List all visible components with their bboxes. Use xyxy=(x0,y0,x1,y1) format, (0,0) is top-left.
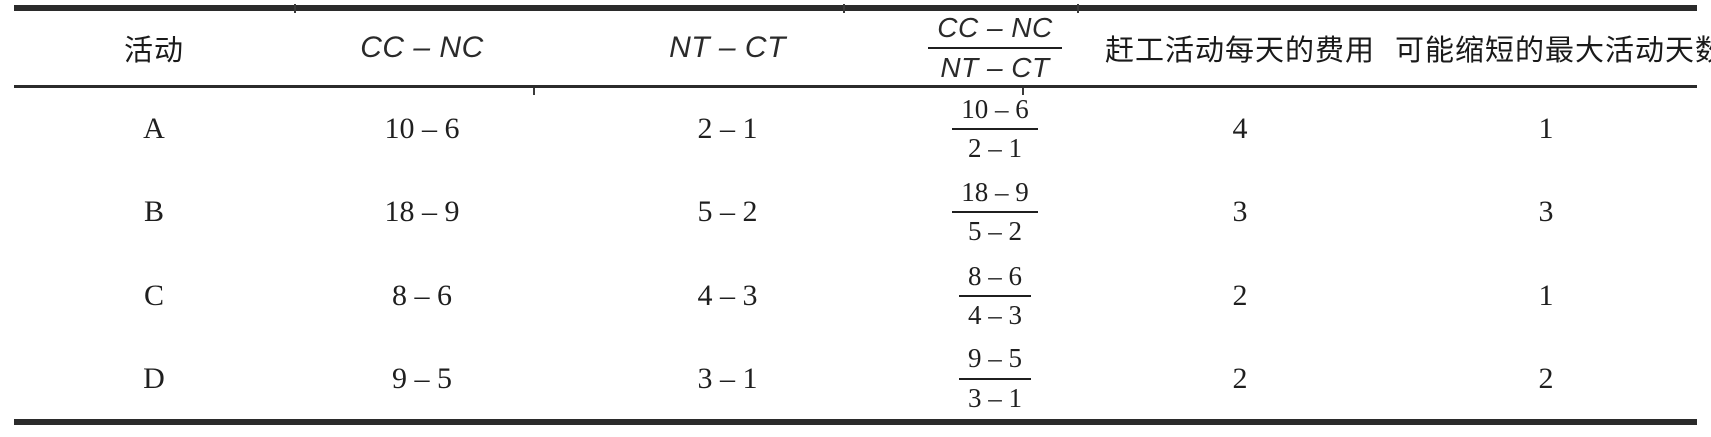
cell-crash-cost: 2 xyxy=(1232,361,1248,395)
rule-seam xyxy=(1022,88,1024,95)
rule-seam xyxy=(294,4,296,13)
cell-cc-nc: 8 – 6 xyxy=(392,279,452,312)
cell-crash-cost: 3 xyxy=(1232,195,1248,228)
fraction: 8 – 6 4 – 3 xyxy=(959,261,1031,331)
cell-nt-ct: 2 – 1 xyxy=(697,111,758,145)
cell-cc-nc: 9 – 5 xyxy=(392,361,452,395)
cell-ratio: 8 – 6 4 – 3 xyxy=(905,254,1085,338)
cell-nt-ct: 4 – 3 xyxy=(697,279,758,312)
cell-crash-cost: 4 xyxy=(1232,111,1248,145)
cell-activity: D xyxy=(143,361,165,395)
fraction-numerator: 10 – 6 xyxy=(961,93,1029,124)
cell-activity: B xyxy=(143,195,164,228)
table-row-activity-b: B 18 – 9 5 – 2 18 – 9 5 – 2 3 3 xyxy=(14,170,1697,254)
header-row: 活动 CC – NC NT – CT CC – NC NT – CT 赶工活动每… xyxy=(14,8,1711,86)
cell-max-days: 3 xyxy=(1538,195,1554,228)
fraction-denominator: 4 – 3 xyxy=(959,295,1031,331)
header-cc-minus-nc: CC – NC xyxy=(360,30,484,64)
fraction: CC – NC NT – CT xyxy=(928,12,1062,84)
cell-max-days: 2 xyxy=(1538,361,1554,395)
cell-nt-ct: 5 – 2 xyxy=(697,195,758,228)
fraction-numerator: 8 – 6 xyxy=(968,260,1022,291)
cell-nt-ct: 3 – 1 xyxy=(697,361,758,395)
fraction-numerator: CC – NC xyxy=(937,11,1053,43)
header-ratio-fraction: CC – NC NT – CT xyxy=(905,8,1085,86)
cell-cc-nc: 18 – 9 xyxy=(384,195,460,228)
header-nt-minus-ct: NT – CT xyxy=(669,30,786,64)
fraction-denominator: 5 – 2 xyxy=(952,211,1038,247)
fraction-denominator: 2 – 1 xyxy=(952,127,1038,164)
rule-seam xyxy=(533,88,535,95)
fraction: 10 – 6 2 – 1 xyxy=(952,94,1038,164)
cell-ratio: 18 – 9 5 – 2 xyxy=(905,170,1085,254)
rule-seam xyxy=(1077,4,1079,13)
fraction-denominator: NT – CT xyxy=(928,46,1062,84)
header-crash-cost-per-day: 赶工活动每天的费用 xyxy=(1104,34,1375,67)
rule-seam xyxy=(540,428,542,434)
fraction-denominator: 3 – 1 xyxy=(959,377,1031,414)
table-row-activity-c: C 8 – 6 4 – 3 8 – 6 4 – 3 2 1 xyxy=(14,254,1697,338)
header-max-shortenable-days: 可能缩短的最大活动天数 xyxy=(1395,34,1711,67)
fraction: 9 – 5 3 – 1 xyxy=(959,343,1031,413)
fraction-numerator: 18 – 9 xyxy=(961,176,1029,207)
cell-cc-nc: 10 – 6 xyxy=(384,111,460,145)
rule-seam xyxy=(843,4,845,13)
cell-max-days: 1 xyxy=(1538,111,1554,145)
cell-max-days: 1 xyxy=(1538,279,1554,312)
cell-ratio: 9 – 5 3 – 1 xyxy=(905,338,1085,422)
cell-activity: A xyxy=(143,111,165,145)
header-activity: 活动 xyxy=(123,34,184,67)
cell-crash-cost: 2 xyxy=(1232,279,1248,312)
cell-ratio: 10 – 6 2 – 1 xyxy=(905,86,1085,170)
fraction-numerator: 9 – 5 xyxy=(968,343,1022,374)
table-row-activity-d: D 9 – 5 3 – 1 9 – 5 3 – 1 2 2 xyxy=(14,338,1697,422)
cell-activity: C xyxy=(143,279,164,312)
table-row-activity-a: A 10 – 6 2 – 1 10 – 6 2 – 1 4 1 xyxy=(14,86,1697,170)
crash-cost-table: 活动 CC – NC NT – CT CC – NC NT – CT 赶工活动每… xyxy=(14,5,1711,425)
fraction: 18 – 9 5 – 2 xyxy=(952,177,1038,247)
